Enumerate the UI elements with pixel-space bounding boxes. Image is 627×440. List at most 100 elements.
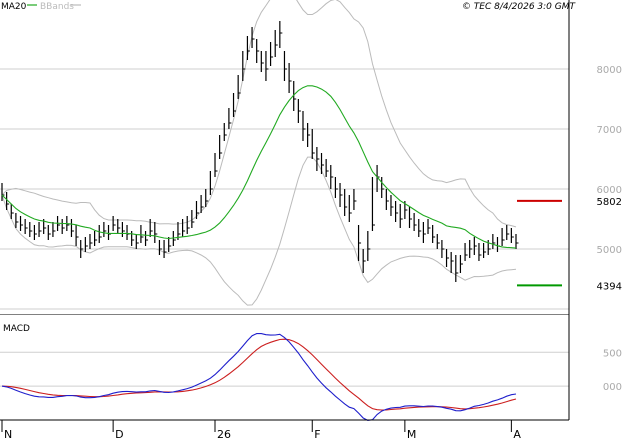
price-bar [371,177,375,231]
bband-upper [1,0,517,228]
price-bar [70,219,74,237]
price-bar [237,75,241,99]
price-bar [348,195,352,222]
price-bar [473,237,477,255]
price-bar [390,195,394,216]
price-bar [158,240,162,255]
price-bar [339,183,343,207]
price-bar [344,189,348,216]
price-bar [228,108,232,129]
price-bar [413,213,417,231]
price-bar [385,189,389,210]
price-bar [381,177,385,198]
price-bar [482,243,487,258]
price-bar [75,225,79,246]
price-bar [436,234,440,249]
price-bar [107,225,112,240]
price-bar [260,51,264,72]
legend: MA20 BBands [1,2,81,12]
price-bar [205,189,209,207]
price-bar [283,51,287,81]
price-bar [418,219,422,237]
x-tick-label: D [115,428,123,440]
price-bar [10,204,14,219]
price-bar [149,219,153,237]
price-bar [29,222,33,237]
price-bar [200,195,204,213]
price-bar [450,252,454,273]
price-bar [181,219,186,237]
price-bar [269,42,274,66]
price-bar [357,225,362,261]
price-bar [293,81,297,111]
price-bar [455,255,459,282]
x-tick-label: 26 [217,428,231,440]
price-bar [209,171,213,195]
price-bar [38,222,42,237]
price-bar [154,222,158,243]
price-bar [191,210,195,228]
macd-signal-line [1,338,517,411]
price-bar [61,219,65,234]
price-bar [506,225,510,240]
price-bar [297,99,301,123]
legend-ma20: MA20 [1,2,27,12]
price-bar [334,177,338,198]
price-bar [510,228,514,243]
support-resistance-levels: 5802 4394 [517,197,622,292]
bband-lower [1,156,517,306]
price-bar [330,165,334,189]
macd-y-tick-label: 500 [603,348,622,359]
copyright: © TEC 8/4/2026 3:0 GMT [462,2,577,12]
price-bar [6,192,10,210]
price-bar [168,237,172,252]
x-tick-label: M [407,428,417,440]
price-bar [441,240,445,258]
price-bar [492,234,496,249]
price-bar [117,219,121,234]
price-bar [242,51,246,81]
price-bar [15,213,19,228]
price-bar [246,36,250,60]
ma20-line [1,85,517,249]
price-bar [427,219,431,234]
price-y-tick-label: 8000 [597,65,622,76]
price-bar [320,153,325,174]
macd-panel: MACD 000 500 [0,315,622,421]
price-bar [302,111,306,141]
price-bar [469,240,473,258]
price-bar [223,123,227,141]
price-bar [515,234,519,249]
x-tick-label: A [513,428,521,440]
price-bar [121,222,125,237]
price-y-axis: 5000 6000 7000 8000 [597,65,622,256]
price-bar [464,243,468,261]
price-bar [98,225,102,243]
price-bar [265,51,269,81]
price-bar [89,234,93,249]
resistance-level-label: 5802 [597,197,622,208]
price-bar [362,249,366,273]
price-bar [214,153,218,177]
price-bar [445,249,450,267]
price-bar [311,129,315,159]
price-bar [256,39,260,63]
price-bar [24,219,28,234]
price-bar [307,123,311,147]
price-bar [186,216,190,234]
price-bar [103,222,107,237]
macd-title: MACD [3,324,30,334]
price-bar [140,225,144,243]
price-bars [1,21,519,282]
price-bar [144,231,149,246]
price-bar [232,93,237,117]
macd-gridlines [0,351,569,387]
price-bar [251,27,255,48]
price-bar [33,225,37,240]
price-bar [288,63,292,93]
macd-y-tick-label: 000 [603,382,622,393]
price-bar [112,216,116,231]
price-bar [94,231,98,246]
x-tick-label: F [314,428,320,440]
price-y-tick-label: 7000 [597,125,622,136]
